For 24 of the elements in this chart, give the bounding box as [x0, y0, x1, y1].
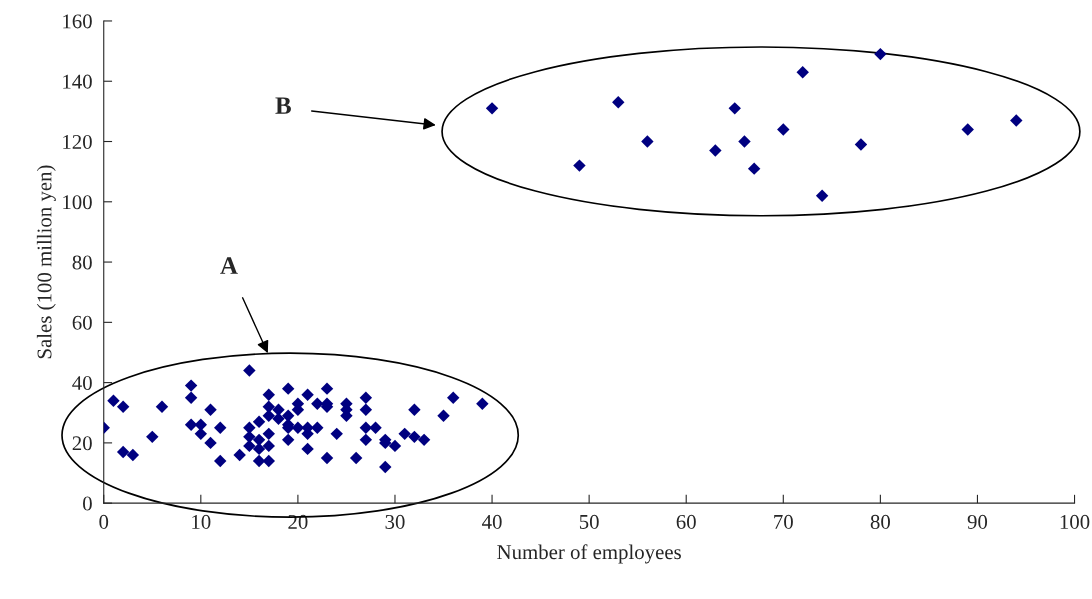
y-tick-label: 80 [72, 255, 92, 270]
y-tick-label: 120 [63, 134, 92, 149]
x-tick-label: 90 [967, 514, 988, 529]
x-tick-label: 40 [482, 514, 502, 529]
y-tick-label: 60 [72, 315, 92, 330]
y-tick-label: 0 [83, 496, 92, 511]
x-tick-label: 10 [192, 514, 211, 529]
y-tick-label: 160 [63, 14, 92, 29]
y-tick-label: 20 [72, 436, 92, 451]
x-tick-label: 0 [99, 514, 109, 529]
y-axis-title: Sales (100 million yen) [36, 165, 56, 359]
x-tick-label: 100 [1060, 514, 1090, 529]
y-tick-label: 40 [72, 375, 92, 391]
x-tick-label: 30 [385, 514, 405, 529]
x-axis-title: Number of employees [497, 544, 681, 564]
x-tick-label: 50 [579, 514, 599, 529]
y-tick-label: 140 [63, 74, 92, 89]
x-tick-label: 20 [288, 514, 308, 529]
annotation: B [275, 97, 291, 114]
x-tick-label: 60 [676, 514, 696, 529]
y-tick-label: 100 [63, 195, 92, 210]
x-tick-label: 80 [870, 514, 890, 529]
x-tick-label: 70 [774, 514, 793, 529]
annotation: A [220, 257, 238, 274]
